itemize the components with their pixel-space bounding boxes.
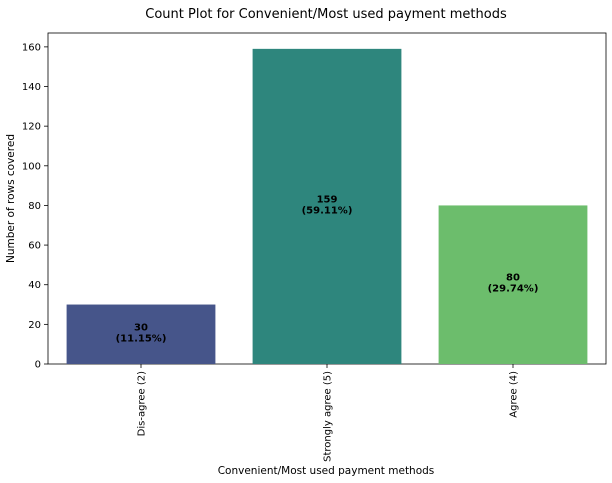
x-axis-ticks: Dis-agree (2) Strongly agree (5) Agree (4) <box>137 364 520 462</box>
y-tick-label-2: 40 <box>28 280 41 291</box>
y-axis-ticks: 0 20 40 60 80 100 120 140 160 <box>22 42 48 371</box>
y-tick-label-4: 80 <box>28 201 41 212</box>
x-axis-label: Convenient/Most used payment methods <box>218 465 435 477</box>
y-tick-label-8: 160 <box>22 42 41 53</box>
bar-label-0: 30 (11.15%) <box>116 322 167 344</box>
bar-1 <box>252 48 402 364</box>
bars-group <box>66 48 588 364</box>
bar-2 <box>438 205 588 364</box>
bar-0 <box>66 304 216 364</box>
y-tick-label-5: 100 <box>22 161 41 172</box>
y-tick-label-3: 60 <box>28 241 41 252</box>
y-axis-label: Number of rows covered <box>5 134 17 263</box>
chart-title: Count Plot for Convenient/Most used paym… <box>145 7 507 22</box>
bar-labels-group: 30 (11.15%) 159 (59.11%) 80 (29.74%) <box>116 194 539 344</box>
y-tick-label-6: 120 <box>22 122 41 133</box>
y-tick-label-0: 0 <box>35 360 41 371</box>
x-tick-label-2: Agree (4) <box>509 371 520 418</box>
y-tick-label-1: 20 <box>28 320 41 331</box>
x-tick-label-1: Strongly agree (5) <box>323 371 334 462</box>
x-tick-label-0: Dis-agree (2) <box>137 371 148 436</box>
bar-label-1: 159 (59.11%) <box>302 194 353 216</box>
y-tick-label-7: 140 <box>22 82 41 93</box>
bar-label-2: 80 (29.74%) <box>488 273 539 295</box>
